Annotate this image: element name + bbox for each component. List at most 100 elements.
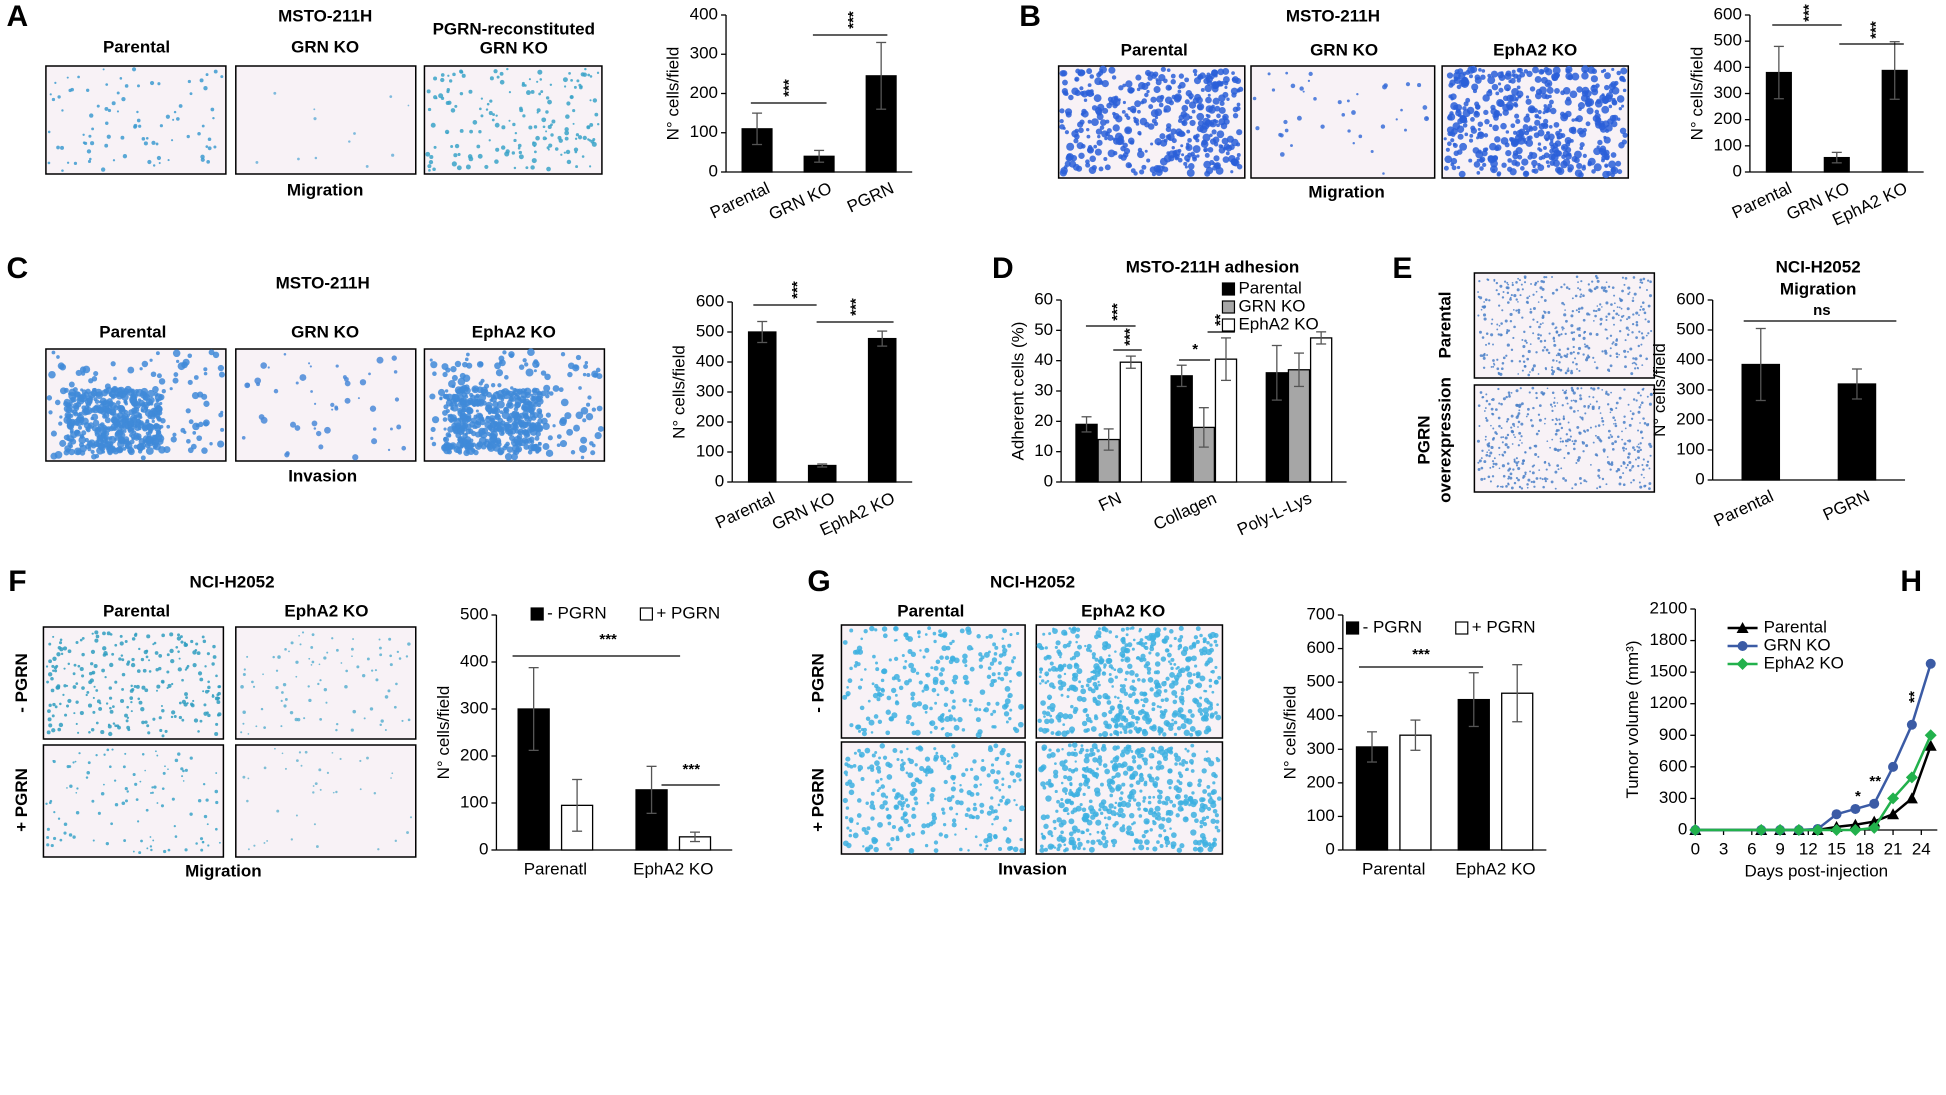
cell [1625,447,1628,450]
cell [1174,695,1178,699]
cell [1495,144,1502,151]
cell [926,801,930,805]
cell [114,802,119,807]
cell [1313,97,1317,101]
cell [1605,483,1608,486]
cell [1527,373,1531,377]
cell [1218,94,1226,102]
cell [1639,422,1641,424]
cell [1128,812,1135,819]
cell [1645,423,1650,427]
cell [497,422,505,430]
cell [54,451,63,459]
cell [345,669,348,673]
cell [1422,105,1428,110]
cell [272,655,275,659]
cell [946,796,953,803]
cell [153,443,161,451]
cell [1055,640,1061,646]
cell [596,405,603,412]
cell [1040,781,1046,787]
cell [1139,169,1145,175]
cell [977,729,983,735]
cell [1171,146,1175,150]
cell [352,638,355,641]
cell [1092,696,1097,701]
cell [1515,415,1519,419]
cell [54,399,61,406]
cell [314,156,318,160]
cell [1382,84,1388,90]
cell [1059,655,1062,659]
cell [106,426,111,431]
cell [861,826,867,832]
cell [156,416,162,422]
cell [1014,764,1019,769]
cell [987,666,992,671]
cell [149,845,153,848]
cell [1105,827,1109,830]
cell [138,851,142,855]
cell [1005,798,1011,805]
cell [1627,315,1631,319]
cell [89,157,92,161]
cell [1586,107,1594,115]
cell [986,674,992,680]
cell [1209,643,1213,647]
cell [1640,430,1643,434]
cell [993,834,998,840]
cell [1615,407,1618,410]
cell [246,799,249,803]
cell [86,770,91,775]
cell [180,640,184,644]
cell [1517,467,1521,471]
cell [852,832,859,839]
row-label: + PGRN [12,768,31,832]
cell [1637,443,1640,446]
cell [124,787,128,791]
cell [1352,141,1355,145]
cell [352,454,359,461]
cell [78,752,81,755]
cell [1115,115,1123,123]
cell [524,362,529,367]
cell [1552,359,1555,362]
cell [549,391,554,396]
cell [205,145,209,148]
cell [103,401,107,406]
cell [1621,430,1623,433]
cell [195,642,199,646]
cell [1635,321,1639,324]
cell [1527,407,1530,411]
cell [1510,414,1514,418]
cell [1149,635,1156,642]
cell [1446,72,1454,79]
cell [1462,123,1468,128]
cell [46,680,49,684]
cell [1186,129,1191,134]
cell [1489,451,1493,455]
cell [93,387,97,392]
cell [106,134,111,139]
cell [899,766,905,772]
cell [1615,401,1619,405]
cell [974,707,979,712]
cell [584,67,587,71]
cell [1147,75,1153,81]
cell [949,641,953,646]
cell [196,651,201,656]
cell [192,431,197,435]
cell [335,364,339,368]
cell [124,385,132,394]
cell [379,723,382,727]
cell [874,760,880,766]
cell [1517,373,1520,375]
cell [181,699,187,705]
cell [1097,680,1100,684]
cell [462,361,468,368]
cell [1496,328,1499,331]
cell [76,412,81,417]
cell [904,798,909,802]
cell [433,95,438,100]
cell [1603,349,1607,353]
